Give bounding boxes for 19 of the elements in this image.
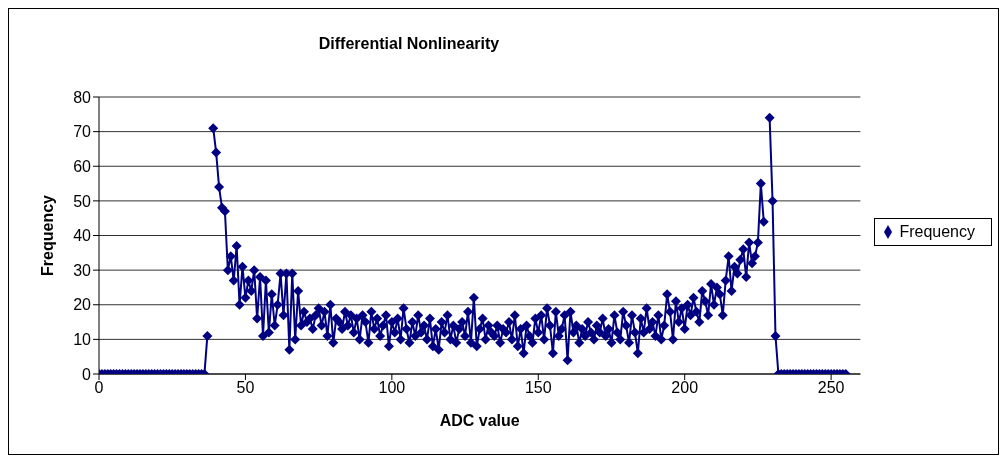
x-axis-title: ADC value <box>439 412 520 429</box>
x-tick-label: 250 <box>817 379 845 397</box>
y-tick-label: 20 <box>73 296 92 314</box>
y-tick-label: 0 <box>82 365 92 383</box>
x-tick-label: 150 <box>524 379 552 397</box>
y-tick-label: 30 <box>73 261 92 279</box>
x-tick-label: 200 <box>671 379 699 397</box>
chart-title: Differential Nonlinearity <box>317 35 501 53</box>
y-tick-label: 80 <box>73 88 92 106</box>
y-tick-label: 60 <box>73 157 92 175</box>
x-tick-label: 0 <box>94 379 104 397</box>
y-tick-label: 40 <box>73 227 92 245</box>
y-tick-label: 70 <box>73 123 92 141</box>
x-tick-label: 100 <box>378 379 406 397</box>
legend-label: Frequency <box>899 222 975 240</box>
x-tick-label: 50 <box>236 379 255 397</box>
y-axis-title: Frequency <box>38 194 56 276</box>
y-tick-label: 10 <box>73 331 92 349</box>
y-tick-label: 50 <box>73 192 92 210</box>
